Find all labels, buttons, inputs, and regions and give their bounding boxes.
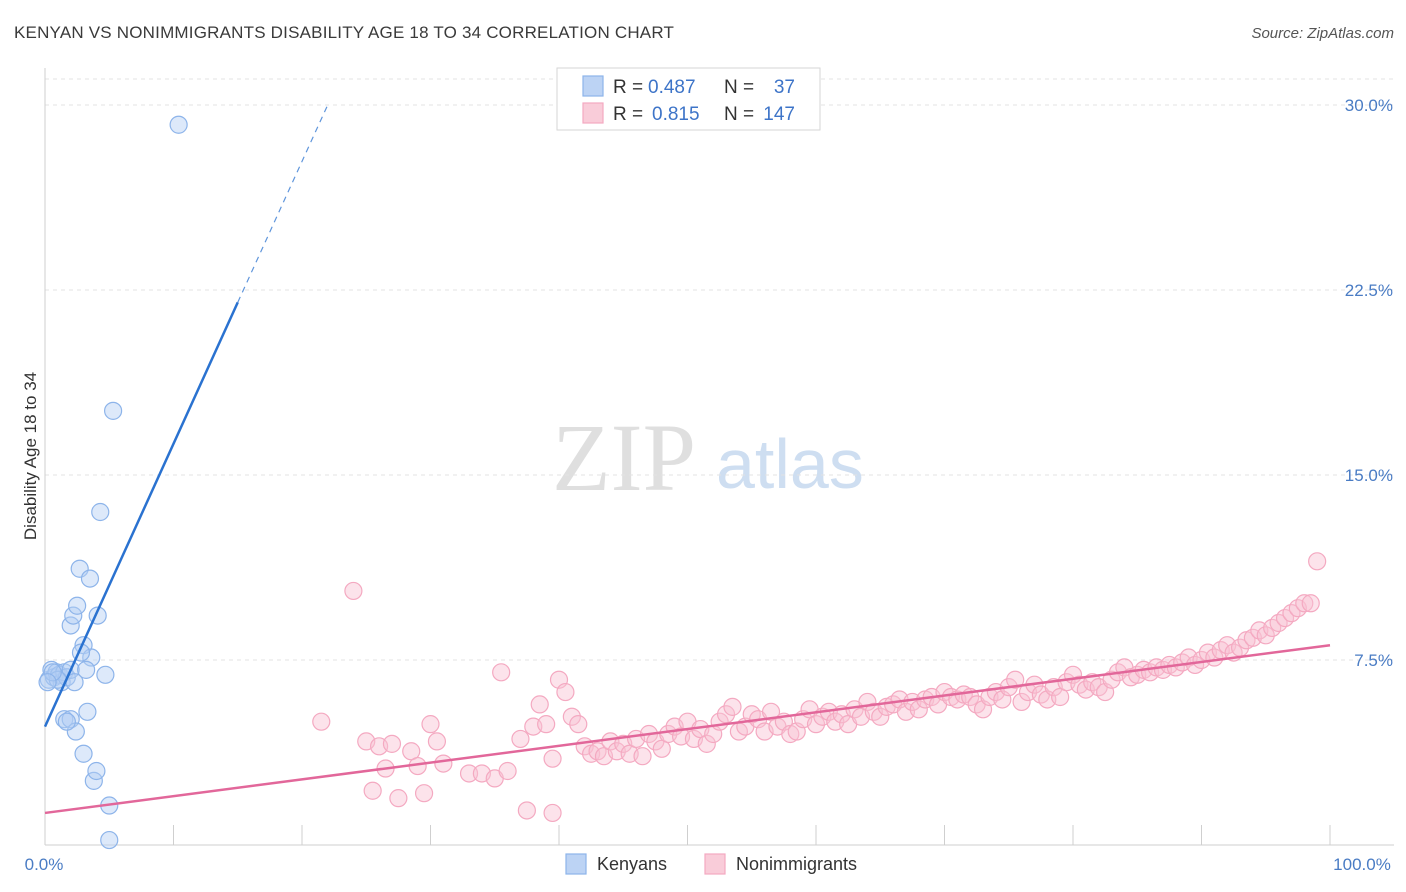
point-kenyans-22 [64,606,83,625]
y-tick-label-1: 15.0% [1345,466,1393,485]
point-nonimmigrants-14 [459,764,479,783]
point-nonimmigrants-3 [363,781,382,800]
point-kenyans-11 [43,663,62,682]
trend-line-kenyans-extension [237,104,329,303]
series-kenyans [38,115,188,850]
point-nonimmigrants-28 [562,707,581,726]
watermark-zip: ZIP [552,404,696,511]
y-tick-label-0: 7.5% [1354,651,1393,670]
point-kenyans-15 [74,744,93,763]
x-tick-label-max: 100.0% [1333,855,1391,874]
point-nonimmigrants-76 [871,707,890,726]
point-nonimmigrants-29 [569,715,588,734]
legend-n-label-nonimmigrants: N = [724,104,754,125]
watermark-atlas: atlas [716,425,864,503]
y-tick-label-2: 22.5% [1345,281,1393,300]
point-nonimmigrants-143 [1301,594,1320,613]
point-nonimmigrants-18 [498,761,517,781]
point-kenyans-31 [96,665,115,684]
point-nonimmigrants-66 [806,715,826,734]
point-nonimmigrants-136 [1256,626,1275,645]
stats-legend: R = 0.487 N = 37 R = 0.815 N = 147 [556,67,821,131]
point-kenyans-33 [104,401,123,420]
trend-line-kenyans [43,301,239,728]
point-kenyans-29 [77,660,96,679]
point-nonimmigrants-144 [1308,552,1327,571]
point-nonimmigrants-7 [389,789,408,808]
legend-n-value-kenyans: 37 [774,77,795,98]
point-kenyans-23 [68,596,87,615]
point-nonimmigrants-11 [421,715,440,734]
point-kenyans-36 [38,673,57,692]
watermark: ZIP atlas [552,404,864,511]
point-nonimmigrants-6 [382,734,402,753]
legend-r-value-nonimmigrants: 0.815 [652,104,700,125]
point-kenyans-32 [91,502,110,522]
axes [44,68,1394,846]
trend-lines [43,104,1331,815]
y-tick-labels: 7.5% 15.0% 22.5% 30.0% [1345,96,1393,670]
legend-r-label-nonimmigrants: R = [613,104,643,125]
legend-n-label-kenyans: N = [724,77,754,98]
point-nonimmigrants-52 [716,705,736,724]
series-nonimmigrants [312,552,1327,823]
point-kenyans-18 [87,761,106,781]
legend-r-label-kenyans: R = [613,77,643,98]
point-kenyans-34 [169,115,188,134]
bottom-legend-label-kenyans: Kenyans [597,854,667,874]
point-kenyans-35 [57,712,76,731]
point-nonimmigrants-98 [1012,692,1031,712]
point-nonimmigrants-39 [633,747,652,766]
point-nonimmigrants-49 [697,734,716,753]
legend-swatch-kenyans [582,75,604,97]
y-tick-label-3: 30.0% [1345,96,1393,115]
bottom-legend-label-nonimmigrants: Nonimmigrants [736,854,857,874]
bottom-legend-swatch-nonimmigrants [704,853,726,875]
y-axis-label: Disability Age 18 to 34 [21,372,40,540]
legend-n-value-nonimmigrants: 147 [763,104,795,125]
point-kenyans-12 [55,710,74,729]
point-nonimmigrants-23 [537,715,556,734]
point-nonimmigrants-13 [434,754,453,773]
series-legend: Kenyans Nonimmigrants [565,853,857,875]
legend-swatch-nonimmigrants [582,102,604,124]
point-nonimmigrants-24 [543,803,562,823]
point-nonimmigrants-25 [543,749,562,768]
legend-r-value-kenyans: 0.487 [648,77,696,98]
point-nonimmigrants-20 [517,801,536,820]
point-kenyans-16 [78,702,97,721]
point-nonimmigrants-1 [344,581,363,601]
grid-lines [45,78,1394,661]
point-nonimmigrants-27 [556,682,575,702]
chart-title: KENYAN VS NONIMMIGRANTS DISABILITY AGE 1… [14,23,674,42]
bottom-legend-swatch-kenyans [565,853,587,875]
point-kenyans-25 [80,569,100,588]
x-tick-label-min: 0.0% [25,855,64,874]
point-nonimmigrants-82 [909,700,928,719]
point-nonimmigrants-17 [492,663,511,682]
point-kenyans-20 [100,830,119,850]
point-nonimmigrants-22 [530,695,549,714]
point-nonimmigrants-53 [723,697,742,716]
point-nonimmigrants-0 [312,712,331,731]
point-nonimmigrants-12 [427,732,447,751]
point-nonimmigrants-97 [1006,670,1025,689]
trend-line-nonimmigrants [44,643,1331,815]
point-nonimmigrants-10 [414,784,434,803]
point-nonimmigrants-19 [511,729,530,749]
point-nonimmigrants-142 [1295,594,1314,613]
chart-source: Source: ZipAtlas.com [1251,25,1394,42]
x-ticks [44,825,1331,845]
